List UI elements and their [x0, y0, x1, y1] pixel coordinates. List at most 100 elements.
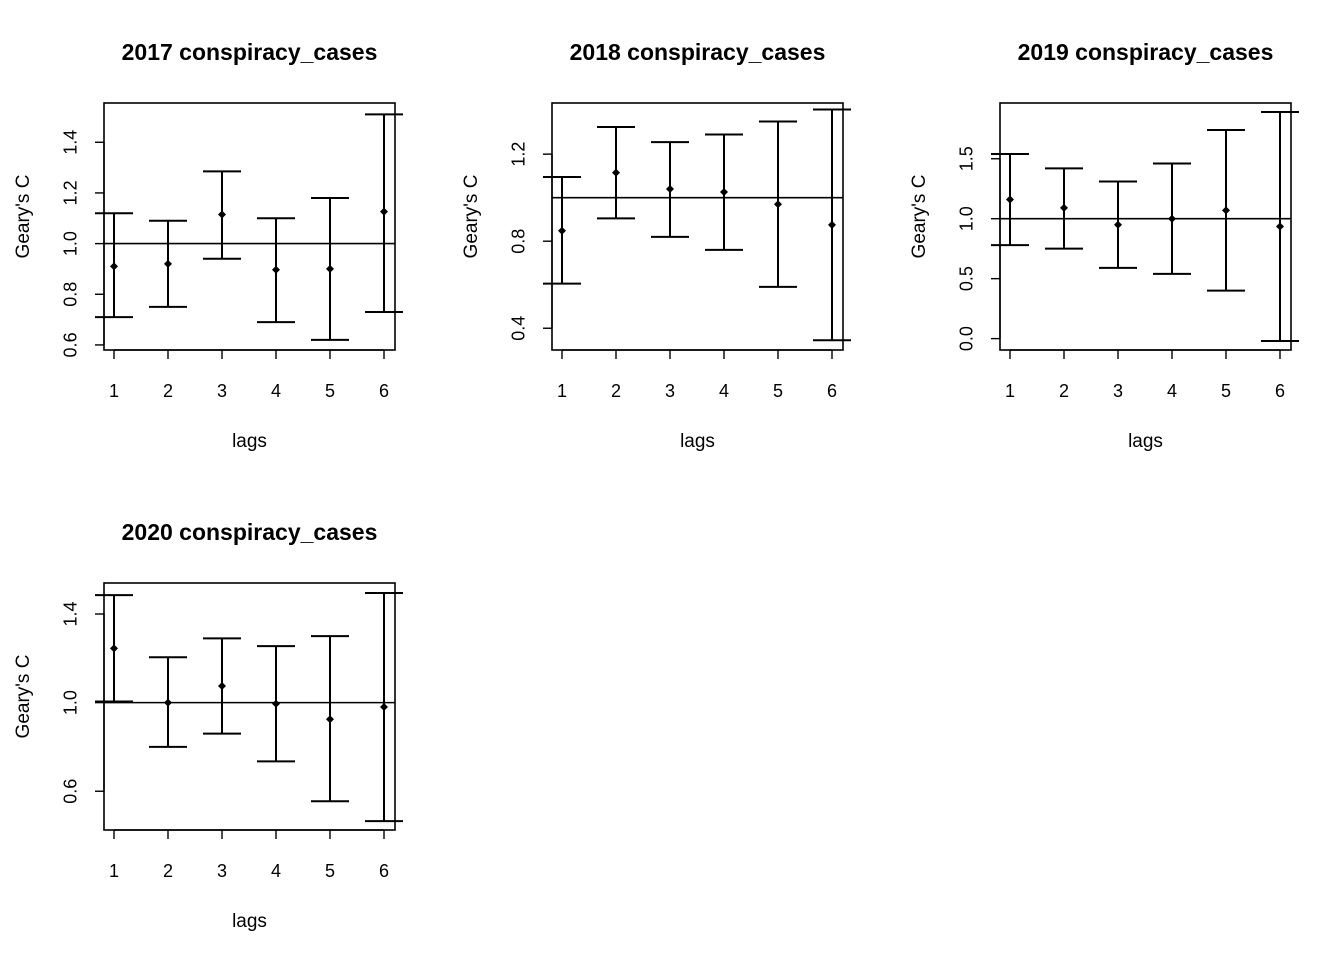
- x-tick-label: 3: [665, 381, 675, 401]
- error-bar: [203, 637, 241, 735]
- error-bar: [1045, 167, 1083, 250]
- error-bar: [813, 108, 851, 342]
- plot-frame: [551, 102, 844, 351]
- y-tick-label: 1.2: [509, 142, 529, 167]
- x-tick-label: 3: [1113, 381, 1123, 401]
- y-tick-label: 1.4: [61, 601, 81, 626]
- x-tick-label: 2: [163, 381, 173, 401]
- x-tick-label: 5: [325, 861, 335, 881]
- error-bar: [651, 141, 689, 238]
- error-bar: [1099, 180, 1137, 269]
- point-estimate: [218, 682, 226, 691]
- y-axis-label: Geary's C: [13, 175, 34, 259]
- error-bar: [543, 175, 581, 285]
- error-bar: [1207, 128, 1245, 292]
- error-bar: [257, 645, 295, 763]
- error-bar: [311, 197, 349, 341]
- y-tick-label: 0.8: [509, 229, 529, 254]
- x-axis-label: lags: [232, 911, 267, 932]
- x-tick-label: 1: [1005, 381, 1015, 401]
- y-tick-label: 0.5: [957, 266, 977, 291]
- y-tick-label: 0.8: [61, 282, 81, 307]
- x-tick-label: 6: [379, 861, 389, 881]
- y-tick-label: 1.0: [61, 231, 81, 256]
- point-estimate: [218, 210, 226, 219]
- y-tick-label: 0.4: [509, 316, 529, 341]
- x-tick-label: 5: [773, 381, 783, 401]
- y-axis-label: Geary's C: [909, 175, 930, 259]
- error-bar: [95, 594, 133, 703]
- x-tick-label: 6: [827, 381, 837, 401]
- x-tick-label: 2: [163, 861, 173, 881]
- point-estimate: [1114, 220, 1122, 229]
- y-axis-label: Geary's C: [13, 655, 34, 739]
- y-axis-label: Geary's C: [461, 175, 482, 259]
- y-tick-label: 1.4: [61, 130, 81, 155]
- x-tick-label: 4: [1167, 381, 1177, 401]
- error-bar: [991, 152, 1029, 247]
- point-estimate: [380, 207, 388, 216]
- chart-panel-1: 2017 conspiracy_cases 1 2 3 4 5 6 lags 0.6 0.8 1.0…: [13, 39, 403, 452]
- y-tick-label: 0.0: [957, 326, 977, 351]
- chart-title: 2020 conspiracy_cases: [122, 519, 378, 545]
- error-bar: [1261, 110, 1299, 343]
- plot-frame: [103, 102, 396, 351]
- x-axis-label: lags: [232, 431, 267, 452]
- point-estimate: [326, 264, 334, 273]
- error-bar: [203, 170, 241, 260]
- error-bar: [597, 125, 635, 220]
- x-tick-label: 6: [1275, 381, 1285, 401]
- x-tick-label: 3: [217, 861, 227, 881]
- x-tick-label: 1: [109, 861, 119, 881]
- x-axis-label: lags: [1128, 431, 1163, 452]
- error-bar: [95, 212, 133, 319]
- point-estimate: [110, 644, 118, 653]
- point-estimate: [558, 226, 566, 235]
- y-tick-label: 0.6: [61, 779, 81, 804]
- error-bar: [149, 656, 187, 748]
- point-estimate: [1276, 222, 1284, 231]
- point-estimate: [164, 698, 172, 707]
- x-tick-label: 4: [271, 381, 281, 401]
- point-estimate: [1006, 195, 1014, 204]
- chart-panel-3: 2019 conspiracy_cases 1 2 3 4 5 6 lags 0.0 0.5 1.0…: [909, 39, 1299, 452]
- y-tick-label: 1.0: [61, 690, 81, 715]
- x-axis-label: lags: [680, 431, 715, 452]
- chart-title: 2019 conspiracy_cases: [1018, 39, 1274, 65]
- y-tick-label: 1.2: [61, 180, 81, 205]
- point-estimate: [380, 703, 388, 712]
- chart-panel-2: 2018 conspiracy_cases 1 2 3 4 5 6 lags 0.4 0.8 1.2…: [461, 39, 851, 452]
- error-bar: [365, 591, 403, 823]
- x-tick-label: 5: [325, 381, 335, 401]
- x-tick-label: 3: [217, 381, 227, 401]
- point-estimate: [720, 188, 728, 197]
- y-tick-label: 0.6: [61, 332, 81, 357]
- point-estimate: [612, 168, 620, 177]
- x-tick-label: 2: [1059, 381, 1069, 401]
- error-bar: [365, 113, 403, 313]
- point-estimate: [110, 262, 118, 271]
- x-tick-label: 2: [611, 381, 621, 401]
- chart-title: 2017 conspiracy_cases: [122, 39, 378, 65]
- point-estimate: [828, 220, 836, 229]
- error-bar: [149, 219, 187, 308]
- error-bar: [311, 635, 349, 803]
- point-estimate: [272, 699, 280, 708]
- point-estimate: [1168, 214, 1176, 223]
- y-tick-label: 1.5: [957, 146, 977, 171]
- x-tick-label: 1: [557, 381, 567, 401]
- error-bar: [257, 217, 295, 324]
- error-bar: [705, 133, 743, 251]
- point-estimate: [666, 184, 674, 193]
- point-estimate: [326, 715, 334, 724]
- plot-frame: [103, 582, 396, 831]
- y-tick-label: 1.0: [957, 206, 977, 231]
- point-estimate: [1222, 206, 1230, 215]
- point-estimate: [1060, 203, 1068, 212]
- error-bar: [1153, 162, 1191, 275]
- x-tick-label: 1: [109, 381, 119, 401]
- point-estimate: [164, 259, 172, 268]
- x-tick-label: 5: [1221, 381, 1231, 401]
- point-estimate: [774, 200, 782, 209]
- x-tick-label: 4: [719, 381, 729, 401]
